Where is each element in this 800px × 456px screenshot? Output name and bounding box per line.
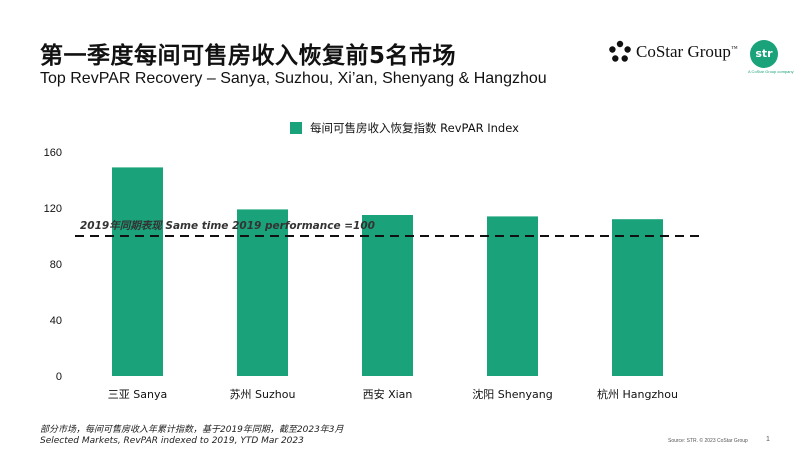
page-title-cn: 第一季度每间可售房收入恢复前5名市场 [40, 43, 457, 69]
reference-line-label: 2019年同期表现 Same time 2019 performance =10… [80, 219, 375, 232]
str-logo: str A CoStar Group company [748, 40, 794, 74]
x-tick-label-0: 三亚 Sanya [108, 388, 167, 401]
str-circle: str [750, 40, 778, 68]
page-title-en: Top RevPAR Recovery – Sanya, Suzhou, Xi’… [40, 70, 547, 87]
bar-2 [362, 215, 413, 376]
x-tick-label-1: 苏州 Suzhou [230, 388, 296, 401]
x-tick-label-4: 杭州 Hangzhou [597, 387, 678, 401]
x-tick-label-3: 沈阳 Shenyang [472, 387, 552, 401]
footnote-cn: 部分市场，每间可售房收入年累计指数，基于2019年同期，截至2023年3月 [40, 425, 344, 435]
bar-1 [237, 209, 288, 376]
str-tagline: A CoStar Group company [748, 69, 794, 74]
page-number: 1 [766, 436, 770, 443]
costar-wordmark: CoStar Group™ [636, 42, 738, 61]
legend-label: 每间可售房收入恢复指数 RevPAR Index [310, 121, 519, 135]
y-tick-label-1: 40 [50, 315, 62, 327]
y-tick-label-4: 160 [44, 147, 62, 159]
y-tick-label-3: 120 [44, 203, 62, 215]
source-note: Source: STR. © 2023 CoStar Group [668, 438, 748, 444]
costar-logo: CoStar Group™ [608, 40, 738, 64]
y-tick-label-0: 0 [56, 371, 62, 383]
y-tick-label-2: 80 [50, 259, 62, 271]
legend-swatch [290, 122, 302, 134]
x-tick-label-2: 西安 Xian [363, 387, 413, 401]
bar-3 [487, 216, 538, 376]
footnote-en: Selected Markets, RevPAR indexed to 2019… [40, 436, 304, 446]
costar-star-icon [609, 40, 631, 62]
bar-0 [112, 167, 163, 376]
bar-4 [612, 219, 663, 376]
